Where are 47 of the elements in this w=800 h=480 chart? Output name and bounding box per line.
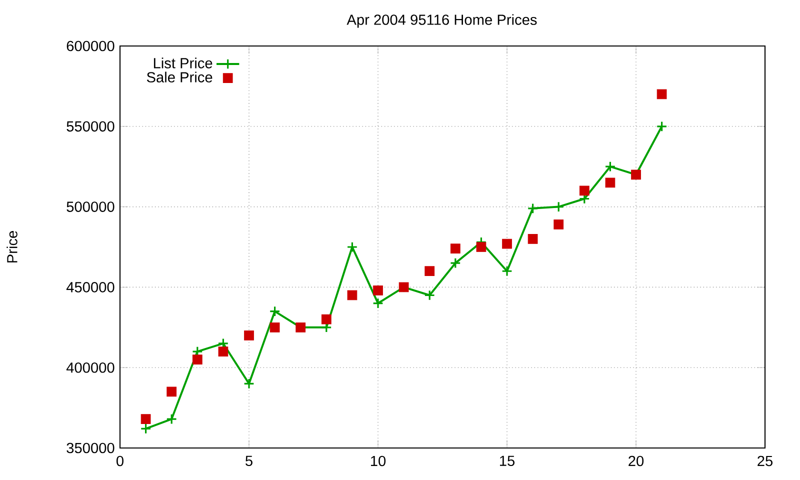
x-tick-label: 15 <box>500 456 515 466</box>
point <box>502 266 512 277</box>
point <box>656 120 668 132</box>
point <box>528 234 538 244</box>
chart-title: Apr 2004 95116 Home Prices <box>346 14 537 28</box>
y-axis-title: Price <box>6 231 18 262</box>
y-tick-label: 500000 <box>66 202 114 212</box>
point <box>192 354 202 364</box>
y-tick-label: 350000 <box>66 442 114 454</box>
point <box>166 386 177 397</box>
point <box>579 186 590 196</box>
y-tick-label: 450000 <box>66 282 114 292</box>
point <box>166 414 178 425</box>
point <box>347 290 358 300</box>
point <box>140 414 151 424</box>
point <box>605 178 616 188</box>
point <box>604 161 616 172</box>
y-tick-label: 400000 <box>66 362 114 373</box>
point <box>554 220 564 230</box>
x-tick-label: 5 <box>246 456 252 466</box>
point <box>244 378 254 390</box>
point <box>218 346 228 356</box>
y-tick-label: 600000 <box>66 40 114 52</box>
legend-label: Sale Price <box>146 72 212 82</box>
point <box>321 314 332 324</box>
legend-label: List Price <box>154 58 212 68</box>
point <box>373 285 383 296</box>
x-tick-label: 10 <box>370 456 386 466</box>
point <box>424 290 436 301</box>
point <box>476 242 486 252</box>
point <box>450 244 460 254</box>
point <box>553 201 564 212</box>
x-tick-label: 25 <box>758 456 773 466</box>
point <box>346 242 358 252</box>
point <box>140 423 152 434</box>
point <box>502 238 512 249</box>
point <box>424 266 435 276</box>
point <box>656 89 667 100</box>
point <box>270 322 280 332</box>
point <box>244 330 254 340</box>
point <box>450 258 461 269</box>
point <box>269 306 280 317</box>
point <box>527 202 538 214</box>
x-tick-label: 20 <box>628 456 644 466</box>
point <box>372 298 384 309</box>
x-tick-label: 0 <box>116 456 124 466</box>
y-tick-label: 550000 <box>66 121 114 132</box>
